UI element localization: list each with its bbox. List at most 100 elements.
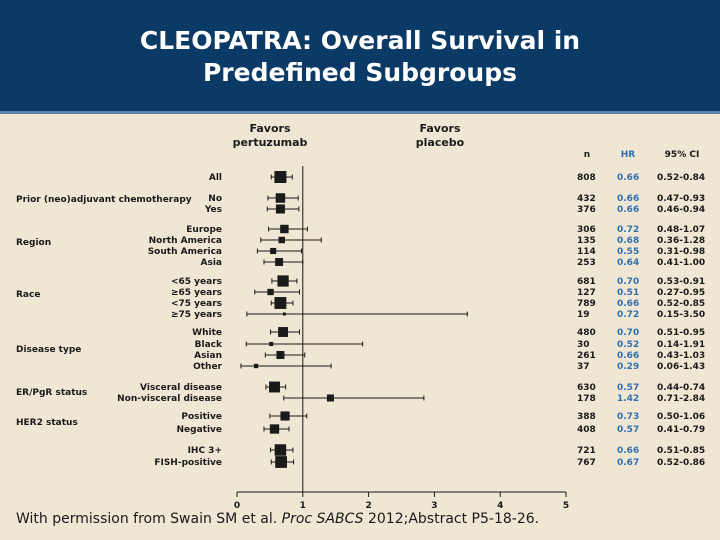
n-value-3-2: 789 — [577, 299, 596, 309]
n-value-4-2: 261 — [577, 351, 596, 361]
row-label-4-1: Black — [195, 340, 223, 350]
n-value-1-1: 376 — [577, 205, 596, 215]
hr-marker-2-3 — [275, 258, 284, 266]
hr-value-1-0: 0.66 — [617, 194, 639, 204]
ci-value-3-0: 0.53-0.91 — [657, 277, 705, 287]
row-label-3-3: ≥75 years — [171, 310, 222, 320]
row-label-2-1: North America — [149, 236, 222, 246]
hr-marker-3-3 — [282, 312, 286, 316]
n-value-7-1: 767 — [577, 458, 596, 468]
ci-value-5-0: 0.44-0.74 — [657, 383, 705, 393]
hr-marker-3-2 — [274, 297, 287, 309]
n-value-3-0: 681 — [577, 277, 596, 287]
group-label-4: Race — [16, 290, 40, 300]
ci-value-6-1: 0.41-0.79 — [657, 425, 705, 435]
row-label-3-0: <65 years — [171, 277, 222, 287]
hr-marker-6-0 — [280, 411, 290, 421]
hr-marker-1-0 — [275, 193, 286, 203]
row-label-1-1: Yes — [204, 205, 222, 215]
n-value-4-0: 480 — [577, 328, 596, 338]
row-label-2-2: South America — [148, 247, 222, 257]
hr-value-3-0: 0.70 — [617, 277, 639, 287]
n-value-3-1: 127 — [577, 288, 596, 298]
row-label-5-0: Visceral disease — [140, 383, 222, 393]
n-value-2-2: 114 — [577, 247, 596, 257]
ci-value-2-0: 0.48-1.07 — [657, 225, 705, 235]
row-label-5-1: Non-visceral disease — [117, 394, 222, 404]
ci-value-0-0: 0.52-0.84 — [657, 173, 705, 183]
n-value-6-1: 408 — [577, 425, 596, 435]
hr-value-4-1: 0.52 — [617, 340, 639, 350]
x-tick-label-0: 0 — [234, 501, 240, 510]
ci-value-1-1: 0.46-0.94 — [657, 205, 705, 215]
favors-right-line-2: placebo — [416, 136, 465, 149]
hr-value-5-1: 1.42 — [617, 394, 639, 404]
hr-marker-4-3 — [253, 363, 259, 369]
n-value-1-0: 432 — [577, 194, 596, 204]
ci-value-7-0: 0.51-0.85 — [657, 446, 705, 456]
hr-value-0-0: 0.66 — [617, 173, 639, 183]
hr-marker-3-0 — [277, 275, 289, 287]
favors-right-line-1: Favors — [420, 122, 461, 135]
n-value-5-1: 178 — [577, 394, 596, 404]
ci-value-2-2: 0.31-0.98 — [657, 247, 705, 257]
row-label-6-1: Negative — [176, 425, 222, 435]
ci-value-4-0: 0.51-0.95 — [657, 328, 705, 338]
row-label-4-2: Asian — [194, 351, 222, 361]
row-label-2-0: Europe — [186, 225, 222, 235]
hr-value-2-2: 0.55 — [617, 247, 639, 257]
citation: With permission from Swain SM et al. Pro… — [16, 511, 539, 527]
group-label-6: ER/PgR status — [16, 388, 87, 398]
hr-marker-7-1 — [275, 456, 287, 468]
slide-title-line-2: Predefined Subgroups — [202, 58, 517, 87]
title-bar: CLEOPATRA: Overall Survival in Predefine… — [0, 0, 720, 114]
x-tick-label-1: 1 — [300, 501, 306, 510]
hr-marker-1-1 — [275, 204, 285, 214]
ci-value-2-3: 0.41-1.00 — [657, 258, 705, 268]
hr-marker-3-1 — [267, 288, 274, 296]
row-label-0-0: All — [209, 173, 222, 183]
x-tick-label-2: 2 — [365, 501, 371, 510]
hr-marker-7-0 — [274, 444, 287, 456]
ci-value-1-0: 0.47-0.93 — [657, 194, 705, 204]
n-value-4-3: 37 — [577, 362, 590, 372]
column-header-ci: 95% CI — [665, 150, 700, 160]
hr-value-4-2: 0.66 — [617, 351, 639, 361]
ci-value-7-1: 0.52-0.86 — [657, 458, 705, 468]
n-value-2-0: 306 — [577, 225, 596, 235]
hr-value-4-3: 0.29 — [617, 362, 639, 372]
row-label-7-1: FISH-positive — [154, 458, 222, 468]
ci-value-4-1: 0.14-1.91 — [657, 340, 705, 350]
row-label-4-0: White — [192, 328, 222, 338]
hr-value-7-0: 0.66 — [617, 446, 639, 456]
group-label-7: HER2 status — [16, 418, 78, 428]
row-label-6-0: Positive — [181, 412, 222, 422]
hr-value-2-3: 0.64 — [617, 258, 639, 268]
favors-left-line-2: pertuzumab — [233, 136, 308, 149]
n-value-5-0: 630 — [577, 383, 596, 393]
hr-marker-2-0 — [280, 224, 289, 234]
citation-prefix: With permission from Swain SM et al. — [16, 511, 282, 527]
hr-value-1-1: 0.66 — [617, 205, 639, 215]
x-tick-label-3: 3 — [431, 501, 437, 510]
hr-value-4-0: 0.70 — [617, 328, 639, 338]
ci-value-2-1: 0.36-1.28 — [657, 236, 705, 246]
n-value-7-0: 721 — [577, 446, 596, 456]
hr-value-5-0: 0.57 — [617, 383, 639, 393]
hr-marker-4-0 — [278, 327, 288, 337]
row-label-3-2: <75 years — [171, 299, 222, 309]
ci-value-3-1: 0.27-0.95 — [657, 288, 705, 298]
hr-marker-4-2 — [276, 351, 285, 359]
hr-marker-5-1 — [326, 394, 334, 402]
hr-value-6-0: 0.73 — [617, 412, 639, 422]
hr-marker-0-0 — [274, 171, 287, 183]
row-label-3-1: ≥65 years — [171, 288, 222, 298]
hr-value-3-1: 0.51 — [617, 288, 639, 298]
row-label-1-0: No — [208, 194, 222, 204]
hr-value-3-2: 0.66 — [617, 299, 639, 309]
citation-suffix: 2012;Abstract P5-18-26. — [363, 511, 540, 527]
x-tick-label-4: 4 — [497, 501, 503, 510]
n-value-2-1: 135 — [577, 236, 596, 246]
